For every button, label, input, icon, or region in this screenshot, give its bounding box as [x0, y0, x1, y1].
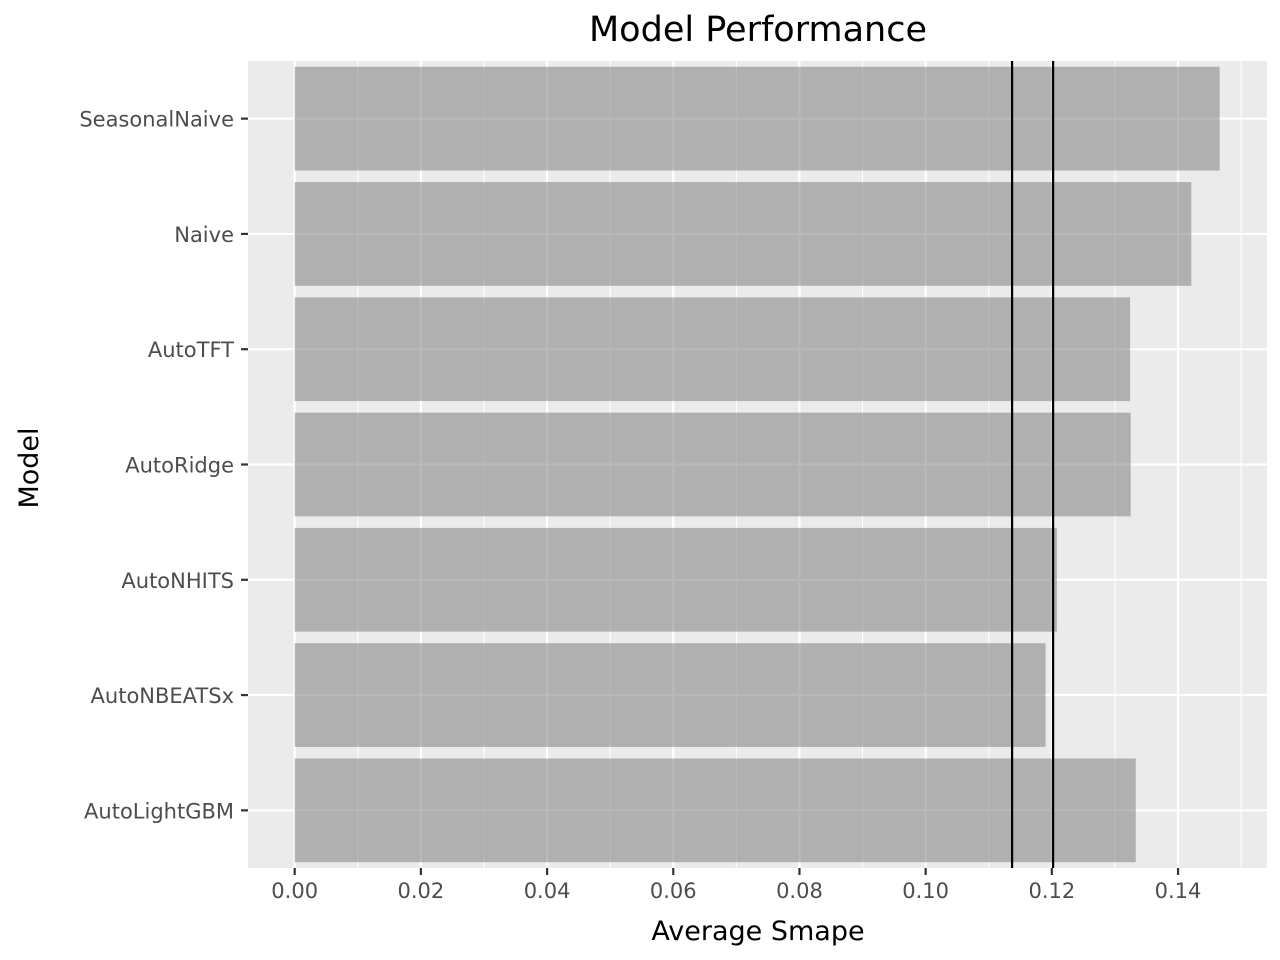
y-tick-label: AutoRidge	[125, 454, 234, 478]
bar-autotft	[294, 297, 1131, 402]
y-axis-ticks: SeasonalNaive Naive AutoTFT AutoRidge AutoNH…	[79, 108, 248, 823]
y-tick-label: SeasonalNaive	[79, 108, 234, 132]
bar-autonhits	[294, 527, 1057, 632]
bars	[294, 66, 1220, 863]
x-axis-ticks: 0.00 0.02 0.04 0.06 0.08 0.10 0.12 0.14	[271, 868, 1201, 903]
y-tick-label: AutoNBEATSx	[91, 684, 234, 708]
x-tick-label: 0.12	[1028, 879, 1075, 903]
x-tick-label: 0.08	[776, 879, 823, 903]
y-axis-title: Model	[14, 427, 45, 508]
x-tick-label: 0.04	[524, 879, 571, 903]
reference-lines	[1010, 61, 1055, 868]
x-tick-label: 0.14	[1155, 879, 1202, 903]
y-tick-label: Naive	[174, 223, 234, 247]
bar-autolightgbm	[294, 758, 1136, 863]
x-tick-label: 0.10	[902, 879, 949, 903]
x-tick-label: 0.06	[650, 879, 697, 903]
bar-seasonalnaive	[294, 66, 1220, 171]
x-tick-label: 0.02	[398, 879, 445, 903]
bar-autonbeatsx	[294, 643, 1046, 747]
y-tick-label: AutoNHITS	[121, 569, 234, 593]
y-tick-label: AutoLightGBM	[84, 799, 234, 823]
y-tick-label: AutoTFT	[148, 338, 234, 362]
x-tick-label: 0.00	[271, 879, 318, 903]
bar-naive	[294, 182, 1192, 286]
chart-title: Model Performance	[589, 10, 927, 50]
x-axis-title: Average Smape	[651, 916, 864, 947]
bar-autoridge	[294, 412, 1131, 517]
